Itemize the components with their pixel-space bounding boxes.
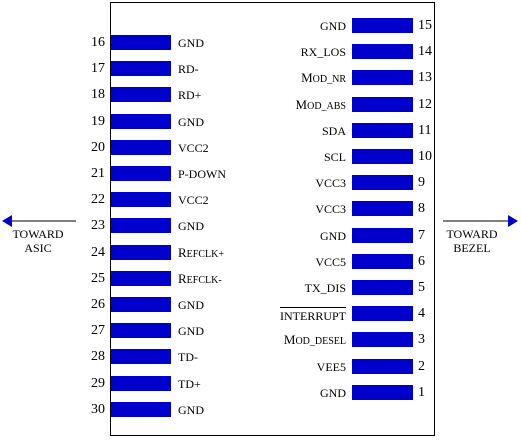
pin-label: VCC3 [315,176,346,191]
pin-number: 11 [418,122,432,138]
pin-number: 17 [91,61,105,77]
pin-label: REFCLK- [178,270,222,286]
pin-19 [111,113,171,129]
pin-number: 25 [91,270,105,286]
pin-22 [111,192,171,208]
pin-number: 13 [418,70,432,86]
pin-label: RD- [178,62,199,77]
pin-number: 1 [418,384,425,400]
pin-number: 27 [91,323,105,339]
toward-asic-label: TOWARD ASIC [8,227,68,255]
toward-bezel-arrow [443,215,518,227]
pin-12 [352,96,413,112]
toward-bezel-line2: BEZEL [453,241,491,255]
pin-number: 19 [91,113,105,129]
toward-bezel-label: TOWARD BEZEL [442,227,502,255]
pin-label: GND [178,324,204,339]
pin-label: GND [178,114,204,129]
pin-number: 21 [91,166,105,181]
pin-label: GND [320,385,346,400]
pin-label: RD+ [178,88,202,103]
pin-label: SDA [321,123,346,138]
pin-11 [352,122,413,138]
pin-1 [352,384,413,400]
pin-label: REFCLK+ [178,244,224,260]
pin-5 [352,280,413,295]
pin-label: VEE5 [316,359,346,374]
pin-number: 4 [418,306,425,322]
pin-28 [111,349,171,365]
pin-24 [111,244,171,260]
pin-number: 2 [418,358,425,374]
pin-16 [111,35,171,50]
pin-6 [352,253,413,269]
pin-label: VCC2 [178,193,209,208]
pin-number: 6 [418,253,425,269]
pin-label: GND [178,402,204,417]
pin-label: VCC2 [178,140,209,155]
pin-4 [352,306,413,322]
pin-number: 14 [418,44,432,60]
pin-label: GND [320,228,346,243]
pin-9 [352,175,413,191]
pin-label: SCL [323,150,346,164]
pin-15 [352,18,413,33]
toward-asic-arrow [2,215,76,227]
toward-asic-line2: ASIC [24,241,52,255]
pin-label: VCC3 [315,202,346,217]
pin-10 [352,149,413,164]
pin-17 [111,61,171,77]
pin-number: 24 [91,244,105,260]
pin-number: 3 [418,332,425,348]
pin-14 [352,44,413,60]
pin-3 [352,332,413,348]
pin-number: 7 [418,227,425,243]
pin-21 [111,166,171,181]
pin-23 [111,218,171,234]
pin-number: 8 [418,201,425,217]
pin-number: 9 [418,175,425,191]
toward-asic-line1: TOWARD [12,227,64,241]
pin-label: TX_DIS [304,281,346,295]
pin-number: 26 [91,297,105,312]
pin-30 [111,401,171,417]
pin-number: 28 [91,349,105,365]
pin-7 [352,227,413,243]
pin-number: 22 [91,192,105,208]
pin-number: 12 [418,96,432,112]
pin-18 [111,87,171,103]
pin-label: TD+ [178,376,201,391]
pin-25 [111,270,171,286]
pin-label: TD- [178,350,198,365]
pin-label: GND [178,298,204,312]
pin-29 [111,375,171,391]
pin-number: 10 [418,149,432,164]
pin-label: INTERRUPT [280,307,346,324]
pin-label: GND [320,19,346,33]
pin-number: 18 [91,87,105,103]
pin-13 [352,70,413,86]
toward-bezel-line1: TOWARD [446,227,498,241]
pin-number: 5 [418,280,425,295]
pin-2 [352,358,413,374]
pin-label: RX_LOS [300,45,346,60]
pin-8 [352,201,413,217]
pin-number: 20 [91,139,105,155]
pin-number: 23 [91,218,105,234]
pin-label: GND [178,219,204,234]
pin-label: MOD_NR [301,70,346,86]
pin-number: 29 [91,375,105,391]
pin-label: VCC5 [315,254,346,269]
pin-number: 30 [91,401,105,417]
pin-number: 15 [418,18,432,33]
connector-outline [110,2,435,436]
pin-label: GND [178,36,204,50]
pin-26 [111,297,171,312]
pin-27 [111,323,171,339]
pin-label: P-DOWN [178,167,226,181]
pin-20 [111,139,171,155]
pin-label: MOD_DESEL [283,332,346,348]
pin-label: MOD_ABS [295,96,346,112]
pin-number: 16 [91,35,105,50]
